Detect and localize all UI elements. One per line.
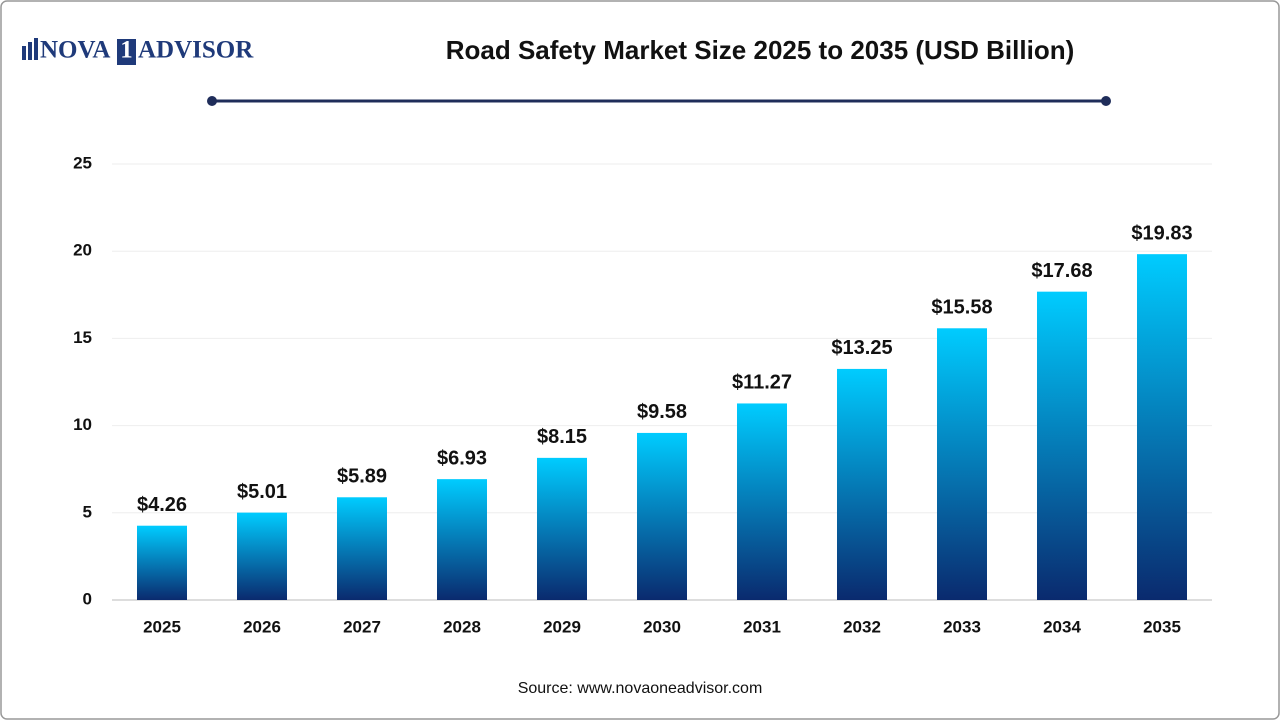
bar	[737, 403, 787, 600]
logo-icon	[22, 46, 26, 60]
source: Source: www.novaoneadvisor.com	[518, 680, 763, 697]
value-label: $9.58	[637, 401, 687, 423]
x-tick-label: 2026	[243, 617, 281, 636]
x-tick-label: 2031	[743, 617, 781, 636]
x-tick-label: 2034	[1043, 617, 1081, 636]
x-tick-label: 2027	[343, 617, 381, 636]
value-label: $15.58	[931, 297, 992, 319]
bar	[937, 328, 987, 600]
bar	[237, 512, 287, 600]
bar	[637, 432, 687, 600]
x-tick-label: 2032	[843, 617, 881, 636]
rule-dot	[207, 96, 217, 106]
x-tick-label: 2028	[443, 617, 481, 636]
y-tick-label: 15	[73, 328, 92, 347]
y-tick-label: 25	[73, 153, 92, 172]
y-tick-label: 5	[83, 502, 92, 521]
value-label: $4.26	[137, 494, 187, 516]
x-tick-label: 2030	[643, 617, 681, 636]
bar	[1037, 291, 1087, 600]
y-tick-label: 20	[73, 241, 92, 260]
logo-text: NOVA	[40, 37, 110, 64]
x-tick-label: 2029	[543, 617, 581, 636]
y-tick-label: 0	[83, 589, 92, 608]
logo-text: ADVISOR	[138, 37, 254, 64]
logo-icon	[28, 42, 32, 60]
value-label: $19.83	[1131, 222, 1192, 244]
value-label: $5.01	[237, 481, 287, 503]
x-tick-label: 2025	[143, 617, 181, 636]
value-label: $17.68	[1031, 260, 1092, 282]
bar	[437, 479, 487, 600]
logo-box	[117, 39, 136, 65]
x-tick-label: 2035	[1143, 617, 1181, 636]
value-label: $13.25	[831, 337, 892, 359]
logo-icon	[34, 38, 38, 60]
value-label: $11.27	[732, 372, 792, 394]
value-label: $8.15	[537, 426, 587, 448]
logo: NOVA 1 ADVISOR	[22, 37, 254, 65]
value-label: $5.89	[337, 466, 387, 488]
y-tick-label: 10	[73, 415, 92, 434]
bar	[137, 525, 187, 600]
value-label: $6.93	[437, 447, 487, 469]
bar	[337, 497, 387, 600]
rule-dot	[1101, 96, 1111, 106]
bar	[1137, 254, 1187, 600]
bar	[837, 368, 887, 600]
bar	[537, 457, 587, 600]
x-tick-label: 2033	[943, 617, 981, 636]
chart-title: Road Safety Market Size 2025 to 2035 (US…	[446, 35, 1075, 65]
logo-text: 1	[120, 37, 133, 64]
